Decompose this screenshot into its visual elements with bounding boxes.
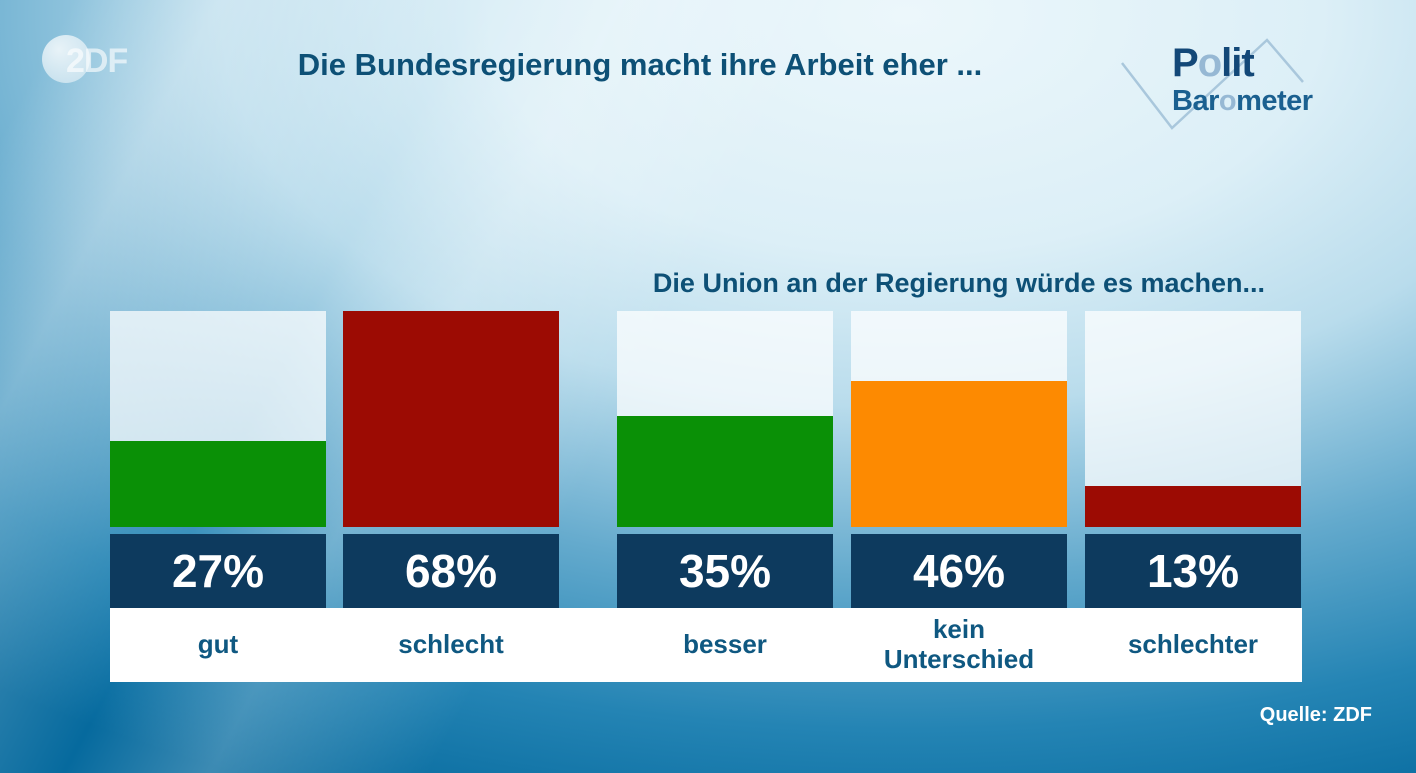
bar-value: 27% <box>171 545 265 597</box>
union-question-title: Die Union an der Regierung würde es mach… <box>652 268 1266 298</box>
bar-label-gut: gut <box>197 629 239 660</box>
politbarometer-word1: Polit <box>1172 41 1255 85</box>
bar-column-schlecht: 68% <box>343 311 559 608</box>
politbarometer-word2: Barometer <box>1172 85 1313 117</box>
politbarometer-logo: Polit Barometer <box>1100 28 1330 143</box>
bar-value: 35% <box>678 545 772 597</box>
bar-track <box>617 311 833 527</box>
bar-track <box>343 311 559 527</box>
bar-value-box: 46% <box>851 534 1067 608</box>
source-credit: Quelle: ZDF <box>1259 704 1372 726</box>
bar-column-schlechter: 13% <box>1085 311 1301 608</box>
bar-fill <box>617 415 833 527</box>
bar-label-kein-unterschied: kein Unterschied <box>883 614 1035 674</box>
bar-fill <box>851 380 1067 527</box>
bar-track <box>110 311 326 527</box>
bar-label-schlecht: schlecht <box>398 629 504 660</box>
bar-value: 46% <box>912 545 1006 597</box>
bar-fill <box>110 441 326 527</box>
bar-value: 13% <box>1146 545 1240 597</box>
bar-track <box>1085 311 1301 527</box>
zdf-logo-text: 2DF <box>66 42 128 80</box>
zdf-logo: 2DF <box>38 30 158 90</box>
main-question-title: Die Bundesregierung macht ihre Arbeit eh… <box>297 47 983 82</box>
bar-value-box: 13% <box>1085 534 1301 608</box>
category-label-strip: gut schlecht besser kein Unterschied sch… <box>110 608 1302 682</box>
zdf-logo-circle-icon <box>42 35 90 83</box>
bar-value-box: 27% <box>110 534 326 608</box>
zigzag-line-icon <box>1121 38 1304 130</box>
bar-fill <box>1085 485 1301 527</box>
bar-fill <box>343 311 559 527</box>
bar-column-gut: 27% <box>110 311 326 608</box>
bar-column-besser: 35% <box>617 311 833 608</box>
bar-label-schlechter: schlechter <box>1127 629 1259 660</box>
bar-value-box: 35% <box>617 534 833 608</box>
bar-track <box>851 311 1067 527</box>
bar-column-kein-unterschied: 46% <box>851 311 1067 608</box>
bar-label-besser: besser <box>683 629 767 660</box>
bar-value: 68% <box>404 545 498 597</box>
bar-value-box: 68% <box>343 534 559 608</box>
